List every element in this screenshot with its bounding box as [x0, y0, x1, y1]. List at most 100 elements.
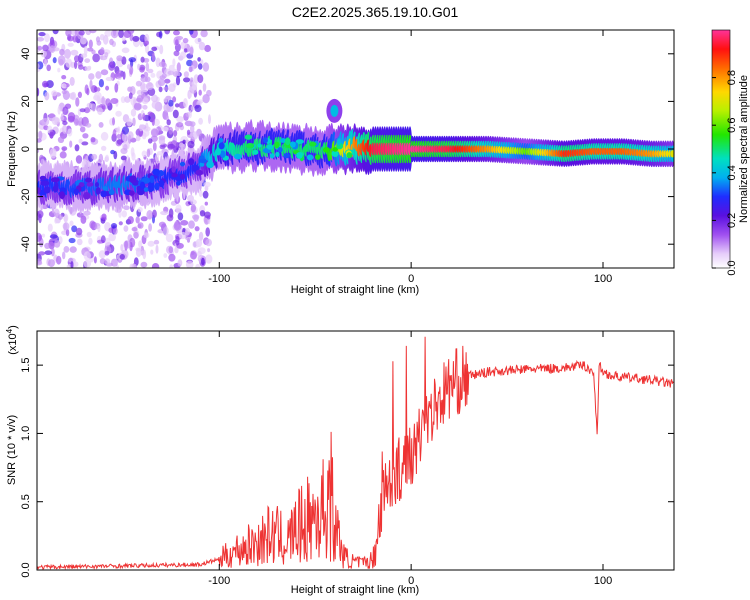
heatmap-cell	[142, 104, 148, 110]
heatmap-cell	[93, 256, 97, 264]
heatmap-cell	[83, 192, 91, 200]
heatmap-cell	[105, 98, 111, 107]
heatmap-cell	[126, 118, 133, 127]
heatmap-cell	[47, 223, 53, 232]
heatmap-cell	[120, 96, 126, 104]
heatmap-cell	[195, 263, 201, 268]
heatmap-cell	[145, 62, 150, 72]
heatmap-cell	[139, 124, 143, 132]
heatmap-cell	[166, 119, 171, 126]
colorbar-label: Normalized spectral amplitude	[738, 75, 750, 223]
heatmap-cell	[49, 131, 54, 139]
heatmap-cell	[174, 246, 179, 254]
heatmap-cell	[179, 161, 186, 167]
heatmap-cell	[136, 94, 144, 103]
heatmap-cell	[127, 64, 131, 70]
heatmap-cell	[86, 87, 90, 96]
heatmap-cell	[158, 136, 166, 146]
heatmap-cell	[54, 217, 58, 224]
heatmap-cell	[148, 223, 153, 232]
heatmap-cell	[143, 71, 149, 78]
heatmap-cell	[86, 231, 92, 238]
heatmap-cell	[51, 248, 55, 257]
heatmap-cell	[173, 30, 180, 36]
heatmap-cell	[194, 104, 202, 113]
x-tick-label: -100	[208, 575, 230, 587]
heatmap-cell	[147, 240, 155, 247]
heatmap-cell	[135, 135, 141, 142]
heatmap-cell	[115, 110, 122, 117]
heatmap-cell	[37, 232, 42, 242]
heatmap-cell	[158, 86, 163, 93]
y-tick-label: 40	[20, 48, 32, 60]
heatmap-cell	[206, 89, 212, 97]
heatmap-cell	[180, 51, 187, 59]
heatmap-cell	[168, 83, 176, 92]
heatmap-cell	[90, 137, 96, 143]
heatmap-cell	[332, 147, 339, 152]
heatmap-cell	[37, 87, 40, 97]
heatmap-cell	[62, 124, 68, 134]
heatmap-cell	[108, 61, 116, 71]
heatmap-cell	[168, 253, 176, 262]
heatmap-cell	[96, 95, 101, 105]
heatmap-cell	[149, 175, 155, 184]
heatmap-cell	[140, 250, 146, 256]
heatmap-cell	[178, 231, 187, 240]
heatmap-cell	[171, 173, 178, 178]
heatmap-cell	[42, 44, 49, 52]
heatmap-cell	[79, 108, 86, 113]
heatmap-cell	[72, 35, 78, 43]
heatmap-cell	[180, 220, 189, 226]
heatmap-cell	[173, 130, 178, 137]
heatmap-cell	[179, 173, 186, 180]
heatmap-cell	[38, 213, 42, 224]
heatmap-cell	[48, 259, 55, 268]
heatmap-cell	[96, 87, 101, 92]
heatmap-cell	[89, 79, 93, 90]
colorbar: 0.0 0.2 0.4 0.6 0.8 Normalized spectral ampl…	[711, 29, 750, 276]
heatmap-cell	[65, 179, 70, 186]
y-tick-label: 0.0	[20, 562, 32, 577]
heatmap-cell	[78, 30, 85, 36]
heatmap-cell	[57, 67, 61, 73]
heatmap-cell	[101, 213, 107, 220]
heatmap-cell	[116, 139, 123, 145]
heatmap-cell	[105, 85, 110, 91]
y-tick-label: 20	[20, 95, 32, 107]
heatmap-cell	[140, 76, 148, 83]
heatmap-cell	[84, 66, 91, 72]
heatmap-cell	[182, 37, 189, 44]
heatmap-cell	[144, 40, 150, 46]
chart-title: C2E2.2025.365.19.10.G01	[292, 4, 459, 20]
heatmap-cell	[197, 63, 203, 70]
heatmap-cell	[61, 75, 67, 80]
heatmap-cell	[59, 115, 65, 121]
heatmap-cell	[152, 209, 157, 218]
heatmap-cell	[173, 50, 180, 57]
heatmap-cell	[129, 263, 134, 268]
heatmap-cell	[63, 214, 68, 222]
heatmap-cell	[190, 250, 195, 256]
heatmap-cell	[70, 261, 74, 268]
heatmap-cell	[44, 91, 50, 101]
heatmap-cell	[176, 116, 185, 123]
heatmap-cell	[173, 221, 182, 231]
heatmap-cell	[166, 214, 174, 222]
heatmap-cell	[37, 63, 40, 70]
heatmap-cell	[306, 154, 314, 161]
heatmap-cell	[46, 64, 51, 72]
heatmap-cell	[83, 251, 91, 261]
heatmap-cell	[69, 76, 75, 86]
heatmap-cell	[163, 97, 168, 103]
top-x-axis: -100 0 100	[208, 30, 612, 285]
heatmap-cell	[151, 263, 160, 268]
heatmap-cell	[100, 235, 106, 244]
heatmap-cell	[110, 30, 119, 39]
heatmap-cell	[192, 241, 200, 248]
heatmap-cell	[189, 121, 196, 127]
heatmap-cell	[64, 103, 72, 109]
heatmap-cell	[158, 61, 167, 68]
heatmap-cell	[215, 147, 221, 156]
heatmap-cell	[191, 80, 198, 90]
